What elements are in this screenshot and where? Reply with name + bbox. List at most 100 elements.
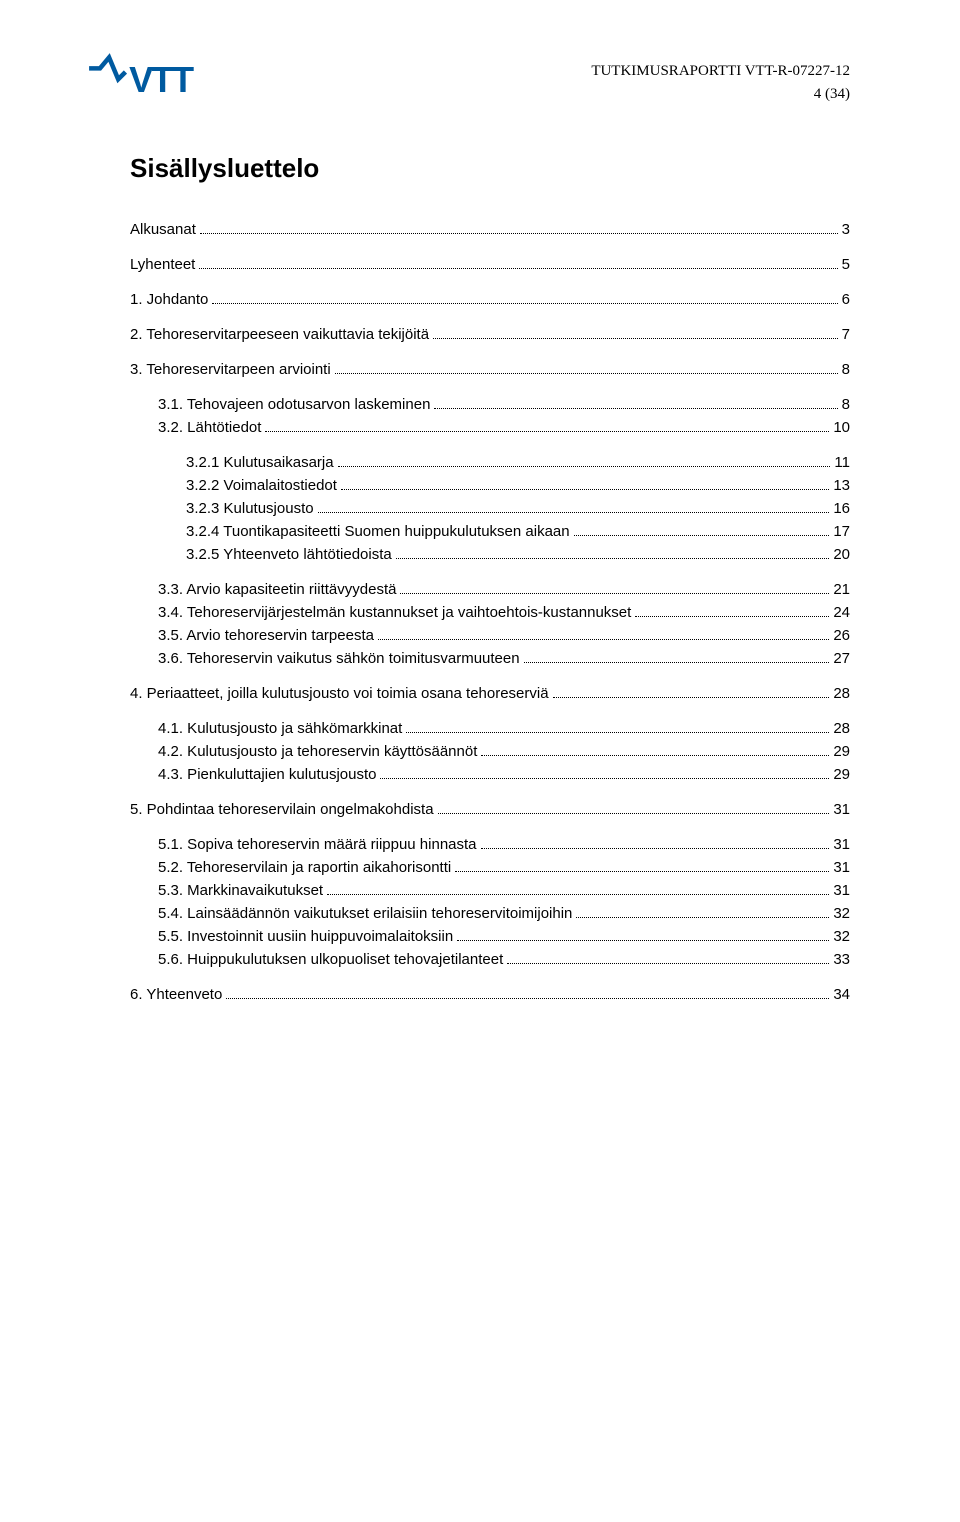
toc-entry-label: 5.3. Markkinavaikutukset [158,882,323,899]
toc-leader [433,338,838,339]
toc-entry: 1. Johdanto6 [130,288,850,311]
toc-leader [200,233,838,234]
toc-entry-label: Alkusanat [130,221,196,238]
toc-entry-page: 16 [833,500,850,517]
toc-entry-page: 17 [833,523,850,540]
toc-entry-label: 2. Tehoreservitarpeeseen vaikuttavia tek… [130,326,429,343]
toc-entry: 5.4. Lainsäädännön vaikutukset erilaisii… [130,902,850,925]
toc-leader [574,535,830,536]
toc-entry: 3.2.5 Yhteenveto lähtötiedoista20 [130,543,850,566]
toc-leader [378,639,829,640]
toc-entry: 5. Pohdintaa tehoreservilain ongelmakohd… [130,798,850,821]
toc-entry-label: 3.2.1 Kulutusaikasarja [186,454,334,471]
toc-entry: 3.2.4 Tuontikapasiteetti Suomen huippuku… [130,520,850,543]
toc-leader [524,662,830,663]
toc-entry-page: 28 [833,685,850,702]
toc-entry-page: 29 [833,743,850,760]
toc-entry-label: 1. Johdanto [130,291,208,308]
toc-entry-page: 8 [842,396,850,413]
toc-entry-label: 4.1. Kulutusjousto ja sähkömarkkinat [158,720,402,737]
toc-leader [380,778,829,779]
toc-entry: 3.3. Arvio kapasiteetin riittävyydestä21 [130,578,850,601]
table-of-contents: Alkusanat 3 Lyhenteet5 1. Johdanto6 2. Tehor… [130,218,850,1006]
toc-entry: 5.3. Markkinavaikutukset 31 [130,879,850,902]
toc-leader [438,813,830,814]
toc-entry: 6. Yhteenveto34 [130,983,850,1006]
toc-leader [199,268,837,269]
toc-entry-page: 11 [834,454,850,471]
toc-leader [457,940,829,941]
toc-entry: 2. Tehoreservitarpeeseen vaikuttavia tek… [130,323,850,346]
toc-entry-page: 29 [833,766,850,783]
toc-entry-page: 10 [833,419,850,436]
toc-leader [396,558,830,559]
toc-entry-page: 34 [833,986,850,1003]
toc-entry: 4.3. Pienkuluttajien kulutusjousto 29 [130,763,850,786]
page-indicator: 4 (34) [591,83,850,106]
toc-entry-label: 5.5. Investoinnit uusiin huippuvoimalait… [158,928,453,945]
toc-entry-label: 5.2. Tehoreservilain ja raportin aikahor… [158,859,451,876]
toc-entry-label: 3.2.5 Yhteenveto lähtötiedoista [186,546,392,563]
toc-leader [406,732,829,733]
toc-leader [455,871,829,872]
toc-entry-label: 3.5. Arvio tehoreservin tarpeesta [158,627,374,644]
toc-entry-label: 3.6. Tehoreservin vaikutus sähkön toimit… [158,650,520,667]
toc-entry: 3.2.1 Kulutusaikasarja 11 [130,451,850,474]
toc-entry-page: 32 [833,928,850,945]
toc-entry-label: 3.2. Lähtötiedot [158,419,261,436]
svg-text:VTT: VTT [129,59,194,100]
toc-entry-label: Lyhenteet [130,256,195,273]
toc-leader [341,489,829,490]
toc-entry-label: 4. Periaatteet, joilla kulutusjousto voi… [130,685,549,702]
toc-entry: 5.1. Sopiva tehoreservin määrä riippuu h… [130,833,850,856]
toc-entry-page: 31 [833,882,850,899]
toc-entry-page: 13 [833,477,850,494]
toc-leader [576,917,829,918]
toc-entry: 5.2. Tehoreservilain ja raportin aikahor… [130,856,850,879]
vtt-logo: VTT [85,52,235,102]
toc-entry-page: 26 [833,627,850,644]
toc-entry: 5.5. Investoinnit uusiin huippuvoimalait… [130,925,850,948]
toc-entry-page: 31 [833,836,850,853]
toc-entry-label: 3.3. Arvio kapasiteetin riittävyydestä [158,581,396,598]
toc-entry-label: 3.2.4 Tuontikapasiteetti Suomen huippuku… [186,523,570,540]
toc-entry: 3.1. Tehovajeen odotusarvon laskeminen8 [130,393,850,416]
toc-entry-label: 5. Pohdintaa tehoreservilain ongelmakohd… [130,801,434,818]
toc-entry-label: 4.2. Kulutusjousto ja tehoreservin käytt… [158,743,477,760]
toc-entry-page: 31 [833,801,850,818]
toc-entry-page: 28 [833,720,850,737]
toc-entry-label: 3. Tehoreservitarpeen arviointi [130,361,331,378]
toc-entry: 3.5. Arvio tehoreservin tarpeesta 26 [130,624,850,647]
toc-entry: 4. Periaatteet, joilla kulutusjousto voi… [130,682,850,705]
toc-leader [553,697,830,698]
toc-leader [318,512,830,513]
toc-entry: 4.1. Kulutusjousto ja sähkömarkkinat 28 [130,717,850,740]
toc-entry-page: 32 [833,905,850,922]
toc-leader [481,755,829,756]
toc-entry-page: 3 [842,221,850,238]
toc-entry-page: 27 [833,650,850,667]
toc-leader [212,303,837,304]
page-header: VTT TUTKIMUSRAPORTTI VTT-R-07227-12 4 (3… [130,60,850,105]
toc-leader [327,894,829,895]
toc-leader [226,998,829,999]
toc-leader [635,616,829,617]
toc-title: Sisällysluettelo [130,153,850,184]
toc-entry: Lyhenteet5 [130,253,850,276]
report-id: TUTKIMUSRAPORTTI VTT-R-07227-12 [591,60,850,83]
toc-entry: 3. Tehoreservitarpeen arviointi8 [130,358,850,381]
toc-entry-page: 7 [842,326,850,343]
toc-entry: 3.2. Lähtötiedot 10 [130,416,850,439]
toc-entry-label: 5.4. Lainsäädännön vaikutukset erilaisii… [158,905,572,922]
toc-entry-label: 5.6. Huippukulutuksen ulkopuoliset tehov… [158,951,503,968]
toc-entry-label: 3.4. Tehoreservijärjestelmän kustannukse… [158,604,631,621]
toc-entry-page: 31 [833,859,850,876]
toc-leader [335,373,838,374]
page: VTT TUTKIMUSRAPORTTI VTT-R-07227-12 4 (3… [0,0,960,1522]
toc-entry: Alkusanat 3 [130,218,850,241]
toc-entry: 5.6. Huippukulutuksen ulkopuoliset tehov… [130,948,850,971]
toc-entry-page: 24 [833,604,850,621]
toc-entry-label: 5.1. Sopiva tehoreservin määrä riippuu h… [158,836,477,853]
header-meta: TUTKIMUSRAPORTTI VTT-R-07227-12 4 (34) [591,60,850,105]
toc-entry-label: 4.3. Pienkuluttajien kulutusjousto [158,766,376,783]
